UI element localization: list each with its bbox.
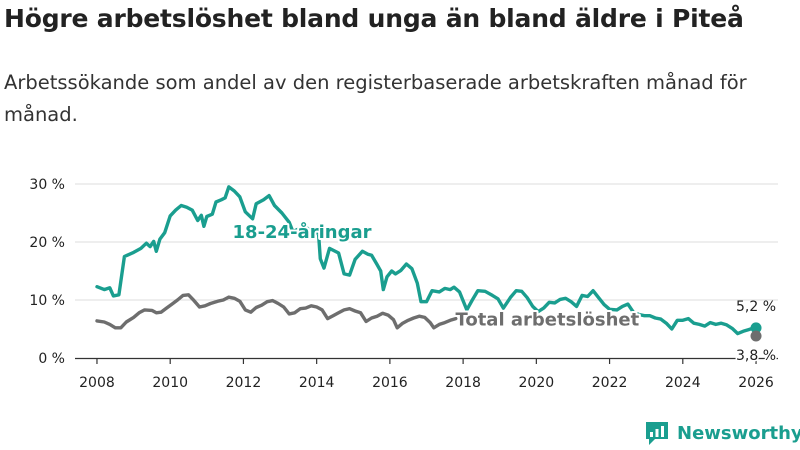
x-tick-label: 2024 [665,375,701,391]
x-tick-label: 2016 [372,375,408,391]
end-value-label-total: 3,8 % [736,348,776,364]
end-marker-total [750,330,762,342]
y-tick-label: 0 % [38,351,65,367]
brand-logo: Newsworthy [644,420,800,446]
series-label-youth: 18-24-åringar [233,221,372,243]
y-tick-label: 30 % [29,177,65,193]
x-tick-label: 2012 [226,375,262,391]
x-tick-label: 2018 [445,375,481,391]
x-tick-label: 2026 [738,375,774,391]
x-tick-label: 2008 [79,375,115,391]
x-tick-label: 2022 [592,375,628,391]
x-tick-label: 2010 [152,375,188,391]
series-line-total [95,293,458,330]
end-value-label-youth: 5,2 % [736,299,776,315]
newsworthy-logo-icon [646,422,668,445]
series-label-total: Total arbetslöshet [455,310,639,331]
x-tick-label: 2020 [519,375,555,391]
x-tick-label: 2014 [299,375,335,391]
y-tick-label: 20 % [29,235,65,251]
series-line-youth [95,185,758,336]
end-marker-youth [750,322,762,334]
chart-title: Högre arbetslöshet bland unga än bland ä… [4,4,744,33]
chart-subtitle: Arbetssökande som andel av den registerb… [4,71,747,126]
y-tick-label: 10 % [29,293,65,309]
brand-name: Newsworthy [677,422,800,444]
